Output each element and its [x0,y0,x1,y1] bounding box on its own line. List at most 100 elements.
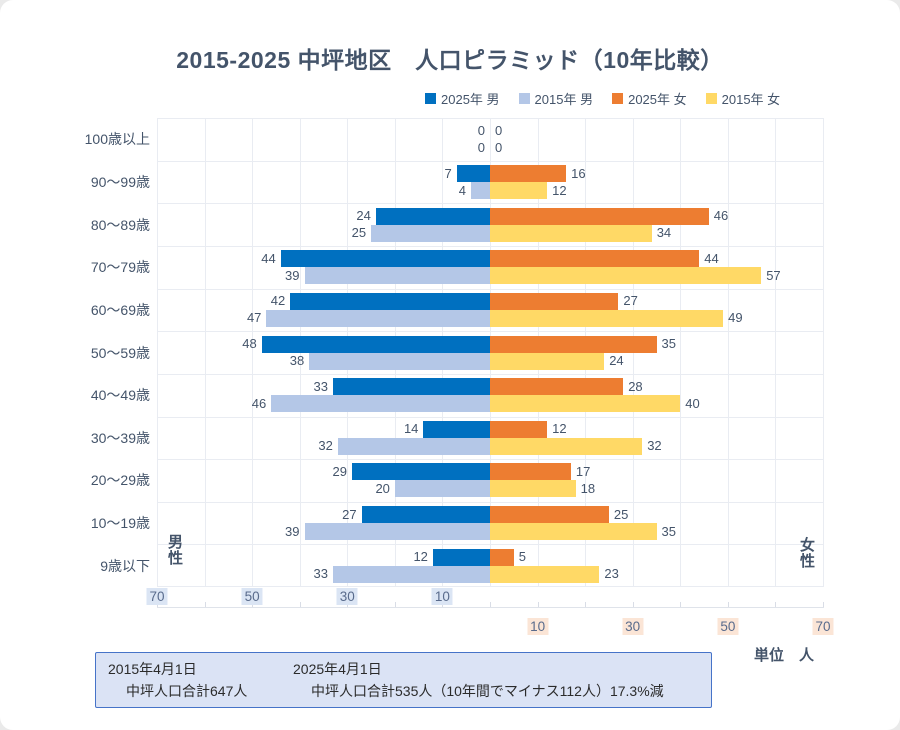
summary-left-date: 2015年4月1日 [108,661,197,677]
bar-value-label: 14 [403,421,419,437]
bar-value-label: 32 [318,438,333,454]
summary-left-total: 中坪人口合計647人 [126,683,248,699]
bar-value-label: 46 [713,208,729,224]
male-axis-tick-label: 70 [146,588,168,605]
bar-value-label: 23 [604,566,619,582]
bar [490,548,514,566]
horizontal-gridline [157,373,823,375]
horizontal-gridline [157,245,823,247]
bar-value-label: 5 [518,549,527,565]
axis-tick [680,602,682,607]
bar [432,548,490,566]
legend-label: 2025年 男 [441,92,500,107]
bar [304,523,490,540]
bar-value-label: 39 [285,523,300,539]
bar [490,267,762,285]
category-label: 9歳以下 [100,557,150,574]
bar-value-label: 33 [313,566,328,582]
unit-label: 単位 人 [754,647,815,664]
horizontal-gridline [157,586,823,587]
axis-tick [394,602,396,607]
vertical-gridline [823,118,824,587]
legend-item: 2015年 男 [518,89,594,108]
axis-tick [537,602,539,607]
female-axis-tick-label: 70 [812,618,834,635]
vertical-gridline [632,118,634,587]
category-label: 20～29歳 [90,472,150,489]
bar [490,309,724,327]
bar-value-label: 24 [609,353,624,368]
vertical-gridline [157,118,158,587]
legend: 2025年 男 2015年 男 2025年 女 2015年 女 [425,89,780,108]
legend-label: 2025年 女 [628,92,687,107]
bar-value-label: 17 [575,463,591,479]
vertical-gridline [252,118,254,587]
axis-tick [299,602,301,607]
legend-swatch-icon [518,93,530,104]
horizontal-gridline [157,331,823,333]
bar-value-label: 39 [285,267,300,283]
bar [490,523,657,540]
legend-swatch-icon [705,93,717,104]
bar-value-label: 27 [342,506,357,522]
bar [304,267,490,285]
bar-value-label: 0 [477,139,485,155]
male-axis-tick-label: 10 [431,588,453,605]
bar-value-label: 33 [313,378,328,394]
legend-label: 2015年 男 [534,92,594,107]
summary-right-total: 中坪人口合計535人（10年間でマイナス112人）17.3%減 [311,683,664,699]
legend-swatch-icon [612,93,624,104]
bar-value-label: 20 [375,480,390,496]
category-label: 50～59歳 [90,344,150,361]
horizontal-gridline [157,288,823,290]
axis-tick [775,602,777,607]
bar [490,335,657,353]
bar [490,182,548,199]
bar-value-label: 24 [356,208,371,224]
axis-tick [823,602,824,607]
female-axis-tick-label: 50 [717,618,739,635]
axis-tick [727,602,729,607]
bar-value-label: 25 [351,225,367,241]
bar [490,250,700,268]
bar [490,437,643,455]
bar [490,480,576,498]
bar [490,292,619,310]
category-label: 40～49歳 [90,387,150,404]
bar-value-label: 34 [656,225,672,241]
legend-label: 2015年 女 [721,92,781,107]
bar-value-label: 35 [661,523,676,539]
horizontal-gridline [157,501,823,503]
category-label: 30～39歳 [90,429,150,446]
bar-value-label: 47 [246,310,262,326]
bar [490,565,600,583]
bar-value-label: 16 [571,165,586,181]
bar-value-label: 48 [242,336,257,351]
bar [375,207,490,225]
bar [490,352,605,370]
summary-box [95,652,712,708]
bar [490,207,709,225]
bar [309,352,490,370]
vertical-gridline [775,118,777,587]
category-label: 100歳以上 [84,131,150,148]
bar-value-label: 28 [628,378,643,394]
bar [271,395,490,413]
axis-tick [585,602,587,607]
axis-tick [632,602,634,607]
bar [423,420,490,438]
bar-value-label: 7 [444,165,452,181]
bar [456,165,490,182]
bar-value-label: 49 [728,310,743,326]
bar [490,506,609,523]
bar [333,565,490,583]
vertical-gridline [727,118,729,587]
category-label: 80～89歳 [90,216,150,233]
bar-value-label: 42 [270,293,286,309]
summary-right-date: 2025年4月1日 [293,661,382,677]
male-side-label: 男性 [167,534,183,567]
bar-value-label: 4 [458,182,466,198]
category-label: 60～69歳 [90,301,150,318]
bar [394,480,490,498]
axis-tick [204,602,206,607]
